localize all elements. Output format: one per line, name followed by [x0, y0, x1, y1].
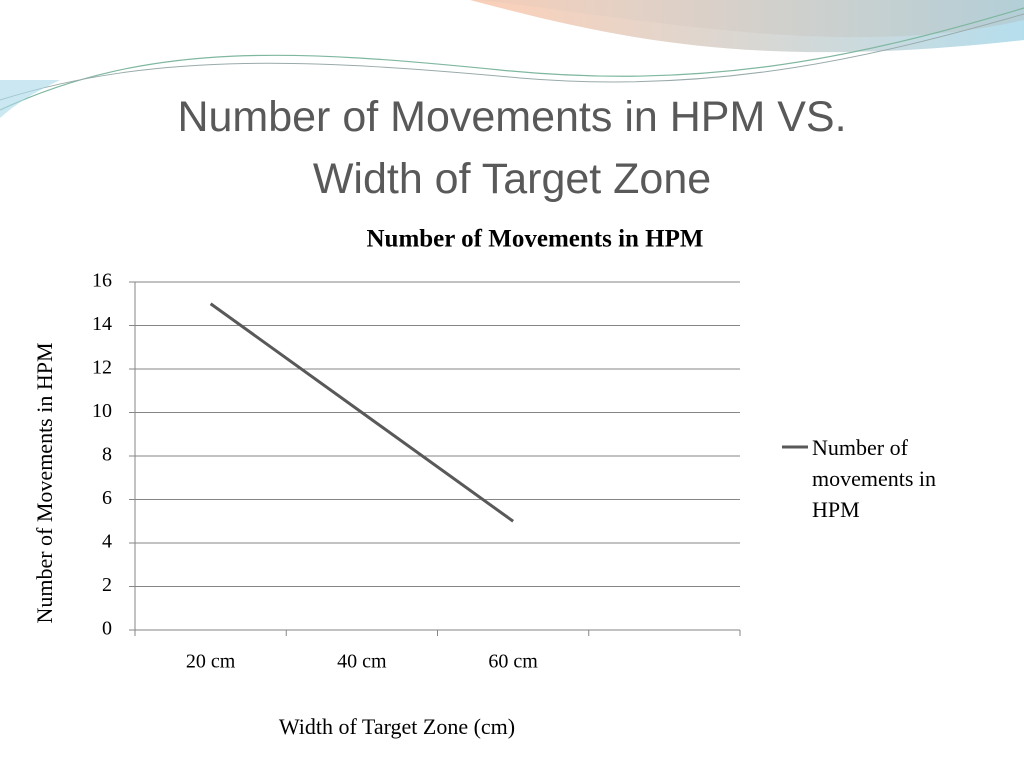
y-tick-label: 12 — [92, 357, 112, 379]
legend-label: Number of movements in HPM — [812, 435, 937, 522]
y-tick-label: 0 — [102, 618, 112, 640]
y-tick-label: 10 — [92, 400, 112, 422]
x-tick-label: 20 cm — [186, 651, 236, 673]
x-tick-label: 60 cm — [488, 651, 538, 673]
x-axis-title: Width of Target Zone (cm) — [279, 714, 515, 739]
y-tick-label: 2 — [102, 574, 112, 596]
slide-title: Number of Movements in HPM VS. Width of … — [177, 93, 847, 203]
decor-line — [0, 7, 1024, 111]
x-tick-label: 40 cm — [337, 651, 387, 673]
y-tick-label: 14 — [92, 313, 112, 335]
chart-title: Number of Movements in HPM — [367, 226, 704, 253]
y-tick-label: 8 — [102, 444, 112, 466]
decor-line — [0, 13, 1024, 101]
y-tick-label: 4 — [102, 531, 112, 553]
decor-wave — [0, 0, 1024, 53]
y-tick-label: 6 — [102, 487, 112, 509]
y-tick-label: 16 — [92, 270, 112, 292]
decor-wave — [0, 80, 60, 118]
y-axis-title: Number of Movements in HPM — [32, 342, 57, 623]
data-line — [209, 302, 515, 523]
